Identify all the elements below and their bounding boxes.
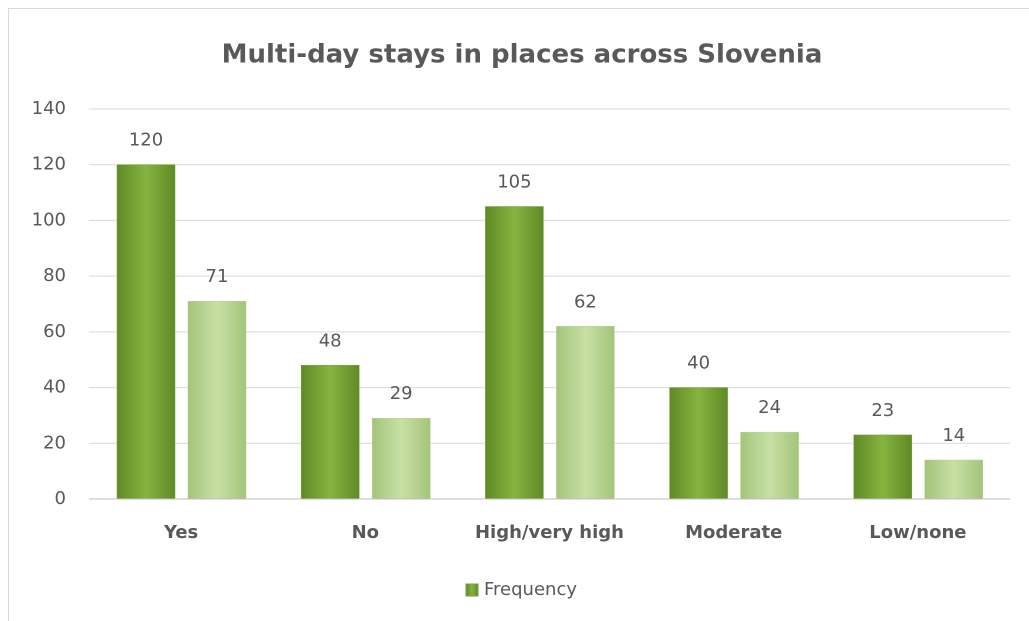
data-label: 40 [687, 353, 710, 374]
data-label: 62 [574, 291, 597, 312]
legend-label: Frequency [484, 579, 577, 600]
data-label: 48 [319, 330, 342, 351]
y-tick-label: 0 [55, 488, 66, 509]
data-label: 24 [758, 397, 781, 418]
bar [300, 365, 360, 500]
bar [556, 326, 615, 500]
data-label: 71 [206, 266, 229, 287]
y-tick-label: 140 [32, 98, 66, 119]
bar [669, 387, 728, 500]
x-tick-label: High/very high [475, 522, 624, 543]
bar [187, 300, 247, 500]
y-tick-label: 80 [43, 265, 66, 286]
data-label: 105 [497, 172, 531, 193]
y-tick-label: 120 [32, 154, 66, 175]
x-tick-label: Low/none [869, 522, 966, 543]
bar [485, 206, 544, 500]
chart-title: Multi-day stays in places across Sloveni… [222, 40, 823, 70]
y-tick-label: 60 [43, 321, 66, 342]
bar [116, 164, 176, 500]
bar [371, 417, 431, 500]
bar [740, 431, 799, 500]
y-tick-label: 100 [32, 209, 66, 230]
bar [924, 459, 984, 500]
data-label: 29 [390, 383, 413, 404]
y-tick-label: 40 [43, 377, 66, 398]
x-tick-label: No [352, 522, 379, 543]
legend-swatch [465, 583, 479, 597]
x-tick-label: Moderate [685, 522, 782, 543]
y-tick-label: 20 [43, 432, 66, 453]
bar [853, 434, 913, 500]
data-label: 120 [129, 130, 163, 151]
x-tick-label: Yes [163, 522, 198, 543]
data-label: 23 [871, 400, 894, 421]
data-label: 14 [942, 425, 965, 446]
